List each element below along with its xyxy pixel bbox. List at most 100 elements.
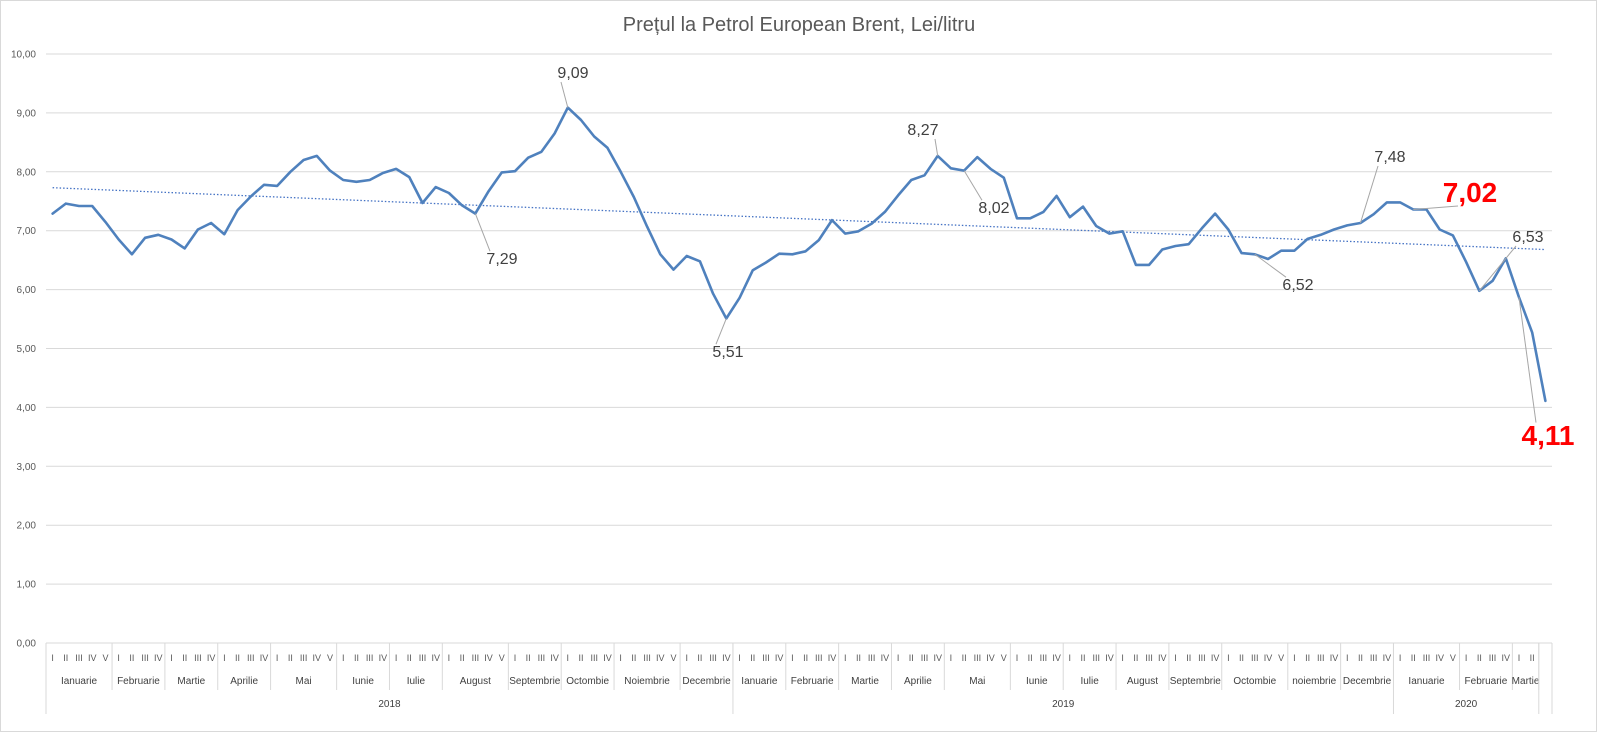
week-label: III: [921, 653, 929, 663]
week-label: I: [514, 653, 517, 663]
week-label: I: [276, 653, 279, 663]
week-label: V: [670, 653, 676, 663]
week-label: II: [354, 653, 359, 663]
week-label: I: [950, 653, 953, 663]
series-layer: [51, 106, 1547, 403]
week-label: IV: [775, 653, 784, 663]
chart-title: Prețul la Petrol European Brent, Lei/lit…: [622, 14, 976, 36]
week-label: I: [619, 653, 622, 663]
week-label: IV: [986, 653, 995, 663]
month-label: Iunie: [352, 676, 374, 687]
data-label: 8,02: [978, 200, 1009, 217]
week-label: III: [762, 653, 770, 663]
week-label: I: [897, 653, 900, 663]
y-tick-label: 4,00: [17, 403, 37, 414]
week-label: I: [1227, 653, 1230, 663]
week-label: I: [685, 653, 688, 663]
week-label: I: [1346, 653, 1349, 663]
month-label: Februarie: [1465, 676, 1508, 687]
week-label: II: [579, 653, 584, 663]
week-label: II: [962, 653, 967, 663]
week-label: IV: [1211, 653, 1220, 663]
week-label: II: [697, 653, 702, 663]
week-label: I: [1174, 653, 1177, 663]
month-label: Mai: [296, 676, 312, 687]
week-label: II: [63, 653, 68, 663]
week-label: IV: [1264, 653, 1273, 663]
week-label: I: [1016, 653, 1019, 663]
week-label: I: [791, 653, 794, 663]
week-label: IV: [1435, 653, 1444, 663]
week-label: II: [1133, 653, 1138, 663]
leader-line: [1478, 245, 1517, 292]
week-label: IV: [88, 653, 97, 663]
leader-line: [474, 213, 491, 252]
month-label: Ianuarie: [741, 676, 778, 687]
week-label: I: [342, 653, 345, 663]
week-label: V: [1001, 653, 1007, 663]
y-tick-label: 5,00: [17, 344, 37, 355]
data-labels: 7,29 9,09 5,51 8,27 8,02 6,52 7,48 7,02 6,53 4,11: [474, 65, 1574, 451]
week-label: I: [223, 653, 226, 663]
week-label: IV: [1383, 653, 1392, 663]
week-label: III: [868, 653, 876, 663]
month-label: Septembrie: [509, 676, 561, 687]
week-label: I: [844, 653, 847, 663]
week-label: III: [300, 653, 308, 663]
week-label: III: [247, 653, 255, 663]
week-label: IV: [1105, 653, 1114, 663]
gridlines: 0,00 1,00 2,00 3,00 4,00 5,00 6,00 7,00 8,00 9,00…: [11, 50, 1552, 650]
week-label: I: [117, 653, 120, 663]
month-label: Septembrie: [1170, 676, 1222, 687]
week-label: II: [1239, 653, 1244, 663]
week-label: III: [1489, 653, 1497, 663]
week-label: III: [974, 653, 982, 663]
month-label: Mai: [969, 676, 985, 687]
y-tick-label: 8,00: [17, 167, 37, 178]
week-label: II: [288, 653, 293, 663]
week-label: IV: [881, 653, 890, 663]
year-label: 2020: [1455, 699, 1478, 710]
week-label: I: [1465, 653, 1468, 663]
month-label: noiembrie: [1292, 676, 1336, 687]
y-tick-label: 2,00: [17, 521, 37, 532]
month-label: Decembrie: [1343, 676, 1392, 687]
month-label: August: [1127, 676, 1158, 687]
week-label: V: [1278, 653, 1284, 663]
trendline: [52, 187, 1546, 251]
week-label: II: [909, 653, 914, 663]
week-label: III: [419, 653, 427, 663]
data-label: 5,51: [712, 344, 743, 361]
month-label: Martie: [177, 676, 205, 687]
data-label: 7,48: [1374, 149, 1405, 166]
week-label: II: [856, 653, 861, 663]
y-tick-label: 3,00: [17, 462, 37, 473]
week-label: III: [1040, 653, 1048, 663]
month-label: Aprilie: [904, 676, 932, 687]
week-label: IV: [154, 653, 163, 663]
week-label: II: [1411, 653, 1416, 663]
week-label: II: [526, 653, 531, 663]
week-label: III: [1092, 653, 1100, 663]
y-tick-label: 7,00: [17, 226, 37, 237]
y-tick-label: 10,00: [11, 50, 36, 61]
week-label: II: [1028, 653, 1033, 663]
week-label: I: [1293, 653, 1296, 663]
week-label: II: [1305, 653, 1310, 663]
year-label: 2018: [378, 699, 401, 710]
week-label: IV: [484, 653, 493, 663]
week-label: III: [1251, 653, 1259, 663]
week-label: III: [1198, 653, 1206, 663]
week-label: II: [1477, 653, 1482, 663]
week-label: I: [1518, 653, 1521, 663]
series-line: [51, 106, 1547, 403]
month-label: Iulie: [1080, 676, 1099, 687]
leader-line: [1254, 253, 1287, 278]
month-label: Octombie: [1233, 676, 1276, 687]
week-label: I: [1399, 653, 1402, 663]
week-label: II: [460, 653, 465, 663]
week-label: I: [1121, 653, 1124, 663]
week-label: III: [1317, 653, 1325, 663]
